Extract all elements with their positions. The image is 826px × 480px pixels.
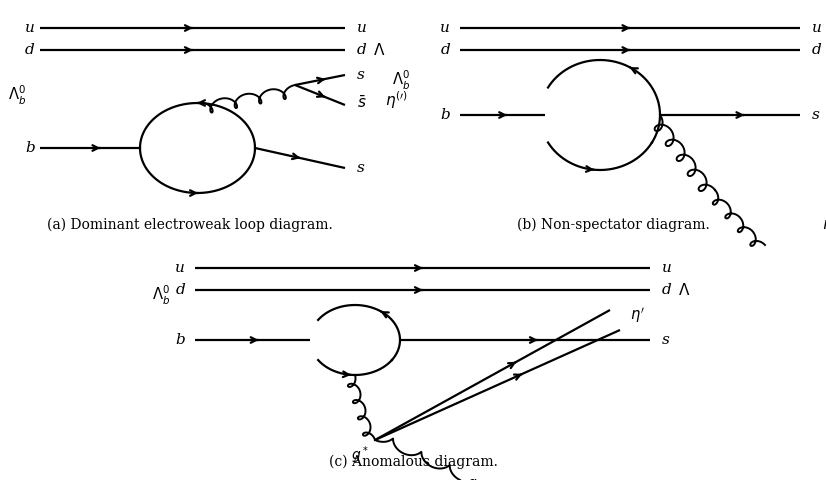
Text: s: s	[662, 333, 670, 347]
Text: d: d	[357, 43, 367, 57]
Text: d: d	[175, 283, 185, 297]
Text: d: d	[662, 283, 672, 297]
Text: b: b	[440, 108, 450, 122]
Text: $\eta'$: $\eta'$	[630, 305, 644, 325]
Text: u: u	[175, 261, 185, 275]
Text: (c) Anomalous diagram.: (c) Anomalous diagram.	[329, 455, 497, 469]
Text: $\Lambda_b^0$: $\Lambda_b^0$	[8, 84, 26, 107]
Text: s: s	[357, 161, 365, 175]
Text: u: u	[662, 261, 672, 275]
Text: u: u	[25, 21, 35, 35]
Text: s: s	[357, 68, 365, 82]
Text: b: b	[175, 333, 185, 347]
Text: s: s	[812, 108, 820, 122]
Text: $g^*$: $g^*$	[351, 444, 369, 466]
Text: $\eta^{(\prime)}$: $\eta^{(\prime)}$	[385, 89, 408, 111]
Text: d: d	[25, 43, 35, 57]
Text: $\Lambda$: $\Lambda$	[373, 42, 385, 58]
Text: $\bar{s}$: $\bar{s}$	[357, 95, 367, 111]
Text: u: u	[440, 21, 450, 35]
Text: $\Lambda_b^0$: $\Lambda_b^0$	[392, 68, 410, 92]
Text: (a) Dominant electroweak loop diagram.: (a) Dominant electroweak loop diagram.	[47, 218, 333, 232]
Text: u: u	[812, 21, 822, 35]
Text: $\Lambda_b^0$: $\Lambda_b^0$	[152, 283, 170, 307]
Text: (b) Non-spectator diagram.: (b) Non-spectator diagram.	[516, 218, 710, 232]
Text: u: u	[357, 21, 367, 35]
Text: $\Lambda$: $\Lambda$	[678, 282, 691, 298]
Text: $g$: $g$	[467, 478, 477, 480]
Text: d: d	[440, 43, 450, 57]
Text: $\eta'$: $\eta'$	[822, 215, 826, 235]
Text: d: d	[812, 43, 822, 57]
Text: b: b	[25, 141, 35, 155]
